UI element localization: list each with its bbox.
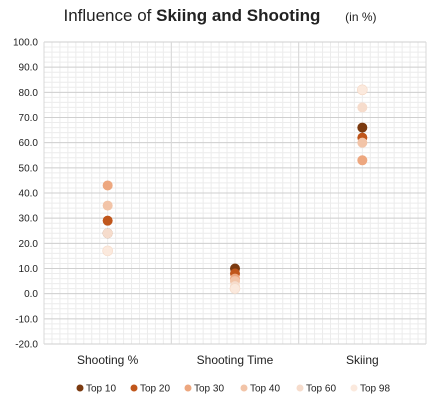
data-point [102,228,113,239]
legend-label: Top 60 [306,384,336,395]
title-bold: Skiing and Shooting [156,6,321,25]
legend-marker [130,384,138,392]
y-tick-label: 10.0 [19,264,39,275]
data-point [229,283,241,294]
y-tick-label: 50.0 [19,163,39,174]
y-tick-label: 40.0 [19,189,39,200]
y-tick-label: 60.0 [19,138,39,149]
data-point [102,180,113,191]
y-tick-label: -20.0 [15,340,38,351]
data-point [357,155,368,166]
legend-marker [184,384,192,392]
y-tick-label: 30.0 [19,214,39,225]
legend-label: Top 30 [194,384,224,395]
legend-label: Top 40 [250,384,280,395]
title-unit: (in %) [345,10,377,24]
legend-marker [240,384,248,392]
data-point [357,137,368,148]
y-tick-label: 80.0 [19,88,39,99]
y-tick-label: 20.0 [19,239,39,250]
legend-marker [350,384,358,392]
y-tick-label: 100.0 [13,38,38,49]
data-point [102,215,113,226]
legend-label: Top 98 [360,384,390,395]
y-tick-label: -10.0 [15,314,38,325]
legend-label: Top 10 [86,384,116,395]
chart-title: Influence of Skiing and Shooting (in %) [0,6,440,26]
legend-marker [296,384,304,392]
data-point [357,102,368,113]
legend-marker [76,384,84,392]
title-prefix: Influence of [63,6,152,25]
data-point [357,84,368,96]
data-point [102,245,113,257]
x-category-label: Shooting Time [197,353,274,367]
y-tick-label: 90.0 [19,63,39,74]
x-category-label: Shooting % [77,353,139,367]
legend-label: Top 20 [140,384,170,395]
data-point [102,200,113,211]
x-category-label: Skiing [346,353,379,367]
y-tick-label: 70.0 [19,113,39,124]
data-point [357,122,368,133]
y-tick-label: 0.0 [24,289,38,300]
